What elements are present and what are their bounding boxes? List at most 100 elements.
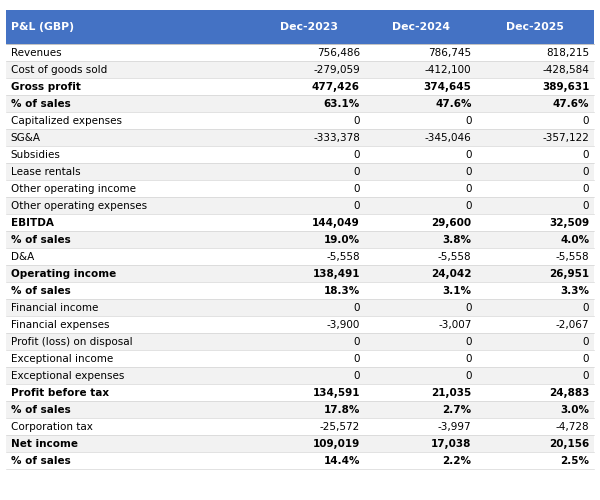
Text: 32,509: 32,509 [549,218,589,228]
Text: 0: 0 [583,166,589,176]
Text: Other operating expenses: Other operating expenses [11,200,147,210]
Bar [6,299,594,316]
Text: 47.6%: 47.6% [435,98,472,108]
Text: Corporation tax: Corporation tax [11,422,92,432]
Text: EBITDA: EBITDA [11,218,53,228]
Text: 2.7%: 2.7% [442,404,472,414]
Text: % of sales: % of sales [11,456,71,466]
Text: 0: 0 [353,336,360,346]
Text: 0: 0 [465,370,472,380]
Text: 0: 0 [583,354,589,364]
Text: 3.3%: 3.3% [560,286,589,296]
Text: -2,067: -2,067 [556,320,589,330]
Bar [6,350,594,367]
Text: 0: 0 [353,166,360,176]
Text: Gross profit: Gross profit [11,82,80,92]
Text: -3,007: -3,007 [438,320,472,330]
Bar [6,248,594,265]
Text: 19.0%: 19.0% [324,234,360,244]
Text: 138,491: 138,491 [313,268,360,278]
Text: 109,019: 109,019 [313,438,360,448]
Text: 0: 0 [583,200,589,210]
Text: P&L (GBP): P&L (GBP) [11,22,74,32]
Text: 3.8%: 3.8% [443,234,472,244]
Text: 14.4%: 14.4% [323,456,360,466]
Bar [6,61,594,78]
Text: 0: 0 [583,184,589,194]
Text: -5,558: -5,558 [438,252,472,262]
Text: -4,728: -4,728 [556,422,589,432]
Text: -3,997: -3,997 [438,422,472,432]
Text: 0: 0 [353,354,360,364]
Text: 0: 0 [465,150,472,160]
Bar [6,452,594,469]
Bar [6,112,594,129]
Text: 134,591: 134,591 [313,388,360,398]
Text: 24,883: 24,883 [549,388,589,398]
Text: 18.3%: 18.3% [323,286,360,296]
Bar [6,231,594,248]
Text: 818,215: 818,215 [546,48,589,58]
Text: 786,745: 786,745 [428,48,472,58]
Text: Profit before tax: Profit before tax [11,388,109,398]
Bar [6,95,594,112]
Text: -5,558: -5,558 [326,252,360,262]
Text: -333,378: -333,378 [313,132,360,142]
Text: Subsidies: Subsidies [11,150,61,160]
Text: 0: 0 [465,166,472,176]
Text: 29,600: 29,600 [431,218,472,228]
Text: 0: 0 [583,150,589,160]
Bar [6,333,594,350]
Text: 0: 0 [353,116,360,126]
Text: Dec-2024: Dec-2024 [392,22,449,32]
Text: 0: 0 [583,336,589,346]
Bar [6,384,594,401]
Text: 0: 0 [583,370,589,380]
Text: -357,122: -357,122 [542,132,589,142]
Text: Financial expenses: Financial expenses [11,320,109,330]
Text: % of sales: % of sales [11,234,71,244]
Bar [6,435,594,452]
Text: Revenues: Revenues [11,48,61,58]
Text: Financial income: Financial income [11,302,98,312]
Text: 374,645: 374,645 [424,82,472,92]
Text: 17,038: 17,038 [431,438,472,448]
Text: 0: 0 [353,150,360,160]
Bar [6,10,594,44]
Text: 0: 0 [465,302,472,312]
Text: % of sales: % of sales [11,98,71,108]
Bar [6,401,594,418]
Text: 4.0%: 4.0% [560,234,589,244]
Text: -412,100: -412,100 [425,64,472,74]
Text: 0: 0 [353,200,360,210]
Text: -345,046: -345,046 [425,132,472,142]
Bar [6,78,594,95]
Text: -5,558: -5,558 [556,252,589,262]
Text: -279,059: -279,059 [313,64,360,74]
Text: 24,042: 24,042 [431,268,472,278]
Bar [6,180,594,197]
Text: Other operating income: Other operating income [11,184,136,194]
Bar [6,418,594,435]
Text: 0: 0 [465,354,472,364]
Text: Lease rentals: Lease rentals [11,166,80,176]
Text: Exceptional expenses: Exceptional expenses [11,370,124,380]
Text: 0: 0 [465,116,472,126]
Text: 0: 0 [583,302,589,312]
Text: Net income: Net income [11,438,78,448]
Bar [6,367,594,384]
Text: 17.8%: 17.8% [323,404,360,414]
Text: 63.1%: 63.1% [323,98,360,108]
Text: Profit (loss) on disposal: Profit (loss) on disposal [11,336,133,346]
Text: 26,951: 26,951 [549,268,589,278]
Text: 0: 0 [353,302,360,312]
Text: 0: 0 [465,184,472,194]
Text: Cost of goods sold: Cost of goods sold [11,64,107,74]
Text: 47.6%: 47.6% [553,98,589,108]
Text: 3.1%: 3.1% [443,286,472,296]
Text: Dec-2025: Dec-2025 [506,22,564,32]
Text: 0: 0 [465,200,472,210]
Text: Exceptional income: Exceptional income [11,354,113,364]
Text: 0: 0 [353,370,360,380]
Text: Dec-2023: Dec-2023 [280,22,338,32]
